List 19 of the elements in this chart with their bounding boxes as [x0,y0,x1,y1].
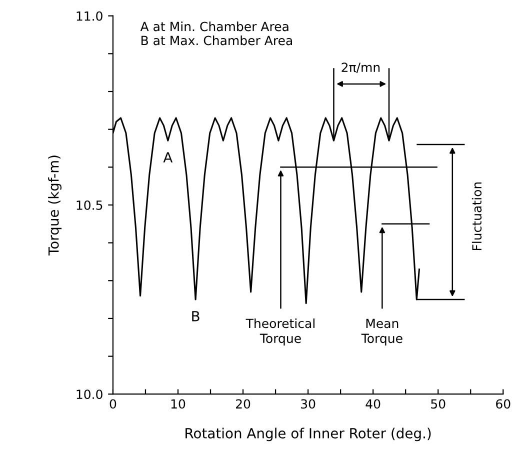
annotation: Fluctuation [472,182,482,250]
annotation: A [163,152,173,162]
annotation: A at Min. Chamber Area B at Max. Chamber Area [140,22,292,46]
x-tick-label: 40 [366,399,380,409]
y-tick-label: 11.0 [76,11,102,21]
y-axis-title: Torque (kgf-m) [48,156,62,256]
x-tick-label: 10 [171,399,186,409]
ref-line-label: Mean Torque [361,318,402,346]
x-tick-label: 60 [496,399,510,409]
y-tick-label: 10.0 [76,390,102,400]
x-tick-label: 20 [236,399,250,409]
y-tick-label: 10.5 [76,200,102,210]
x-tick-label: 30 [301,399,316,409]
x-axis-title: Rotation Angle of Inner Roter (deg.) [186,428,431,442]
x-tick-label: 50 [431,399,446,409]
ref-line-label: Theoretical Torque [246,318,314,346]
x-tick-label: 0 [110,399,116,409]
annotation: B [192,311,200,322]
annotation: 2π/mn [342,62,380,74]
